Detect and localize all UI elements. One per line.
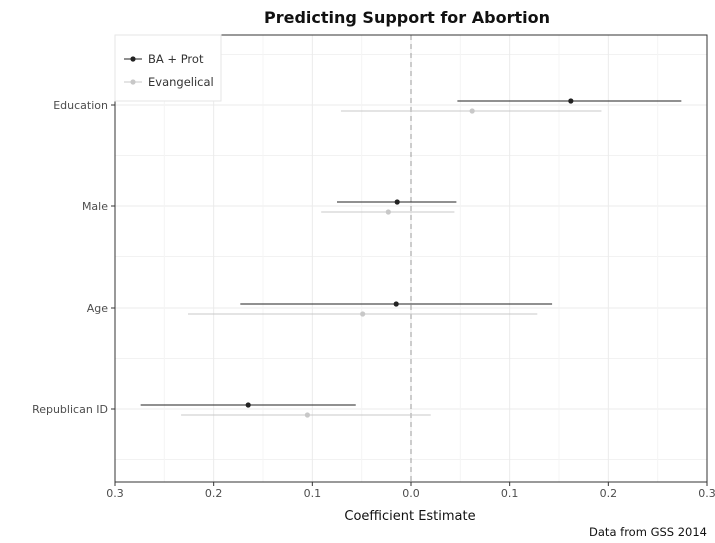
estimate-point xyxy=(568,98,574,104)
x-tick-label: 0.1 xyxy=(304,487,322,500)
x-axis-title: Coefficient Estimate xyxy=(344,509,475,524)
series-ba-prot xyxy=(140,98,682,408)
y-tick-label: Education xyxy=(53,99,108,112)
series-evangelical xyxy=(181,108,602,418)
legend-key-point xyxy=(130,79,136,85)
legend-box xyxy=(114,34,222,102)
x-tick-label: 0.2 xyxy=(205,487,223,500)
x-tick-label: 0.1 xyxy=(501,487,519,500)
y-tick-label: Age xyxy=(87,302,109,315)
y-tick-label: Republican ID xyxy=(32,403,108,416)
estimate-point xyxy=(394,199,400,205)
chart-caption: Data from GSS 2014 xyxy=(589,525,707,539)
series-layer xyxy=(140,98,682,418)
estimate-point xyxy=(245,402,251,408)
axis-layer: Education Male Age Republican ID 0.3 0.2 0.1 0.… xyxy=(32,99,715,500)
legend-key-point xyxy=(130,56,136,62)
estimate-point xyxy=(393,301,399,307)
legend-label: BA + Prot xyxy=(148,52,204,66)
y-tick-label: Male xyxy=(82,200,108,213)
legend-label: Evangelical xyxy=(148,75,214,89)
estimate-point xyxy=(469,108,475,114)
estimate-point xyxy=(304,412,310,418)
legend: BA + Prot Evangelical xyxy=(114,34,222,102)
chart-title: Predicting Support for Abortion xyxy=(264,8,550,27)
x-tick-label: 0.2 xyxy=(600,487,618,500)
estimate-point xyxy=(360,311,366,317)
x-tick-label: 0.0 xyxy=(402,487,420,500)
x-tick-label: 0.3 xyxy=(698,487,715,500)
estimate-point xyxy=(385,209,391,215)
x-tick-label: 0.3 xyxy=(106,487,124,500)
